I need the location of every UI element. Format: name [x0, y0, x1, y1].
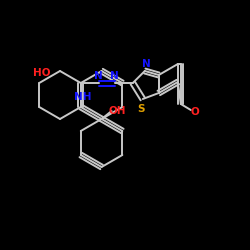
Text: HO: HO [33, 68, 51, 78]
Text: O: O [190, 107, 199, 117]
Text: NH: NH [74, 92, 92, 102]
Text: N: N [94, 71, 103, 81]
Text: N: N [142, 59, 151, 69]
Text: N: N [110, 71, 119, 81]
Text: S: S [137, 104, 144, 114]
Text: OH: OH [109, 106, 126, 116]
